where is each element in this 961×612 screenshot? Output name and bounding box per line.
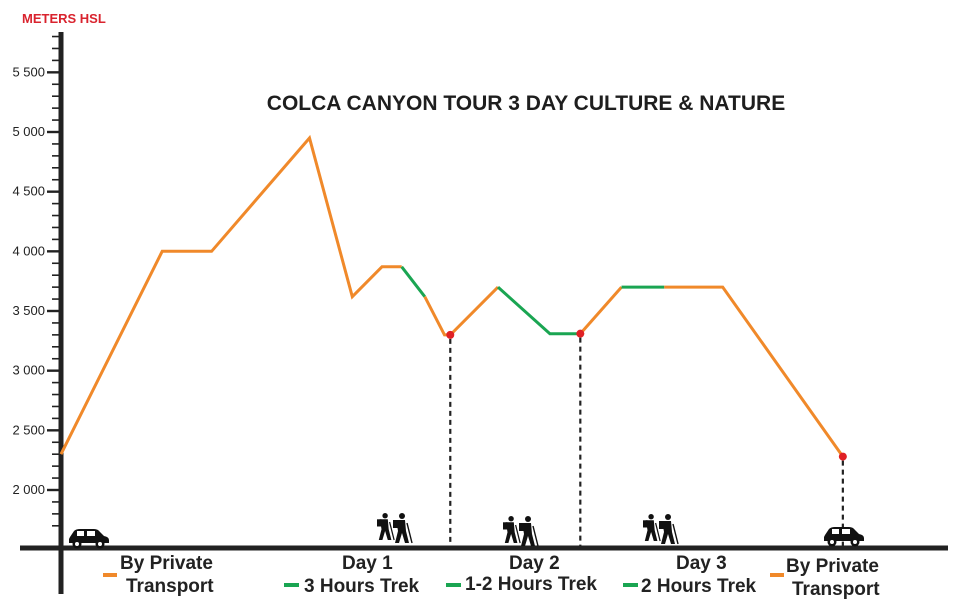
day-1-label: Day 1 [342,553,393,574]
y-tick-label: 2 000 [12,482,45,497]
y-ticks: 2 000 2 500 3 000 3 500 4 000 4 500 5 000 5 500 [12,35,61,527]
hikers-icon-day3 [643,514,679,545]
hikers-icon-day1 [377,513,413,544]
route-lines [59,134,845,458]
stop-markers [446,329,847,461]
transport-segment-4 [579,286,623,335]
day-2-label: Day 2 [509,553,560,574]
legend-swatch-trek-3 [623,583,638,587]
chart-title: COLCA CANYON TOUR 3 DAY CULTURE & NATURE [267,92,785,115]
legend-label-trek-3: 2 Hours Trek [641,576,757,597]
y-tick-label: 3 500 [12,303,45,318]
transport-segment-2 [423,286,500,337]
legend-label-transport-2a: By Private [786,556,879,577]
legend: By Private Transport Day 1 3 Hours Trek … [103,553,880,600]
legend-label-trek-1: 3 Hours Trek [304,576,420,597]
legend-swatch-transport-1 [103,573,117,577]
transport-segment-6 [664,285,845,458]
legend-swatch-trek-1 [284,583,299,587]
y-axis-title: METERS HSL [22,11,106,26]
axes [20,32,948,594]
day-dividers [449,337,844,546]
hikers-icon-day2 [503,516,539,547]
legend-label-transport-1b: Transport [126,576,214,597]
y-tick-label: 4 500 [12,184,45,199]
transport-segment-0 [59,134,402,455]
y-tick-label: 3 000 [12,363,45,378]
trek-segment-1 [400,265,426,298]
icons [69,513,864,549]
stop-marker-2 [838,452,847,461]
day-3-label: Day 3 [676,553,727,574]
stop-marker-1 [576,329,585,338]
car-icon-end [824,527,864,547]
legend-swatch-transport-2 [770,573,784,577]
legend-swatch-trek-2 [446,583,461,587]
legend-label-transport-2b: Transport [792,579,880,600]
y-tick-label: 5 000 [12,124,45,139]
y-tick-label: 2 500 [12,422,45,437]
y-tick-label: 5 500 [12,64,45,79]
stop-marker-0 [446,330,455,339]
y-tick-label: 4 000 [12,243,45,258]
legend-label-trek-2: 1-2 Hours Trek [465,574,597,595]
legend-label-transport-1a: By Private [120,553,213,574]
trek-segment-3 [496,285,581,336]
car-icon-start [69,529,109,549]
